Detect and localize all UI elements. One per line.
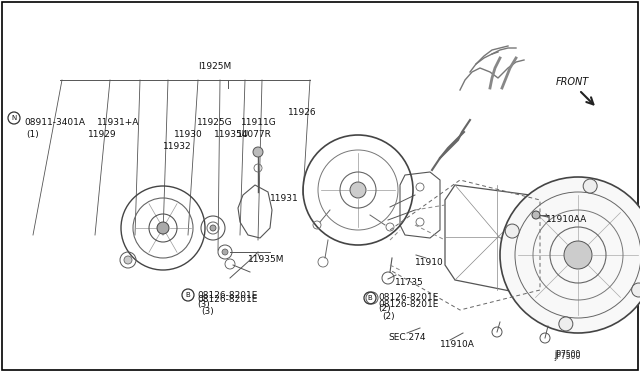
Text: 11935M: 11935M xyxy=(248,255,285,264)
Text: 11926: 11926 xyxy=(288,108,317,117)
Circle shape xyxy=(124,256,132,264)
Text: B: B xyxy=(186,292,190,298)
Text: 08126-8201E: 08126-8201E xyxy=(197,295,257,304)
Text: 11930: 11930 xyxy=(174,130,203,139)
Text: 08126-8201E: 08126-8201E xyxy=(197,291,257,299)
Text: 08126-8201E: 08126-8201E xyxy=(378,300,438,309)
Text: 14077R: 14077R xyxy=(237,130,272,139)
Text: 11910: 11910 xyxy=(415,258,444,267)
Text: 11911G: 11911G xyxy=(241,118,276,127)
Text: B: B xyxy=(367,295,372,301)
Text: 08911-3401A: 08911-3401A xyxy=(24,118,85,127)
Text: SEC.274: SEC.274 xyxy=(388,333,426,342)
Text: (3): (3) xyxy=(197,301,210,310)
Circle shape xyxy=(500,177,640,333)
Text: FRONT: FRONT xyxy=(556,77,589,87)
Text: I1925M: I1925M xyxy=(198,62,231,71)
Text: (1): (1) xyxy=(26,130,39,139)
Text: N: N xyxy=(12,115,17,121)
Text: JP7500: JP7500 xyxy=(554,352,580,361)
Text: 11925G: 11925G xyxy=(197,118,232,127)
Circle shape xyxy=(559,317,573,331)
Circle shape xyxy=(505,224,519,238)
Circle shape xyxy=(253,147,263,157)
Text: JP7500: JP7500 xyxy=(554,350,580,359)
Circle shape xyxy=(222,249,228,255)
Circle shape xyxy=(210,225,216,231)
Text: 11931: 11931 xyxy=(270,194,299,203)
Circle shape xyxy=(350,182,366,198)
Circle shape xyxy=(532,211,540,219)
Text: (2): (2) xyxy=(378,304,390,312)
Circle shape xyxy=(583,179,597,193)
Text: (2): (2) xyxy=(382,312,395,321)
Text: 11932: 11932 xyxy=(163,142,191,151)
Text: 08126-8201E: 08126-8201E xyxy=(378,294,438,302)
Text: (3): (3) xyxy=(201,307,214,316)
Text: 11910AA: 11910AA xyxy=(546,215,588,224)
Text: 11935U: 11935U xyxy=(214,130,249,139)
Circle shape xyxy=(157,222,169,234)
Text: 11931+A: 11931+A xyxy=(97,118,140,127)
Circle shape xyxy=(632,283,640,297)
Text: 11910A: 11910A xyxy=(440,340,475,349)
Circle shape xyxy=(564,241,592,269)
Text: 11929: 11929 xyxy=(88,130,116,139)
Text: 11735: 11735 xyxy=(395,278,424,287)
